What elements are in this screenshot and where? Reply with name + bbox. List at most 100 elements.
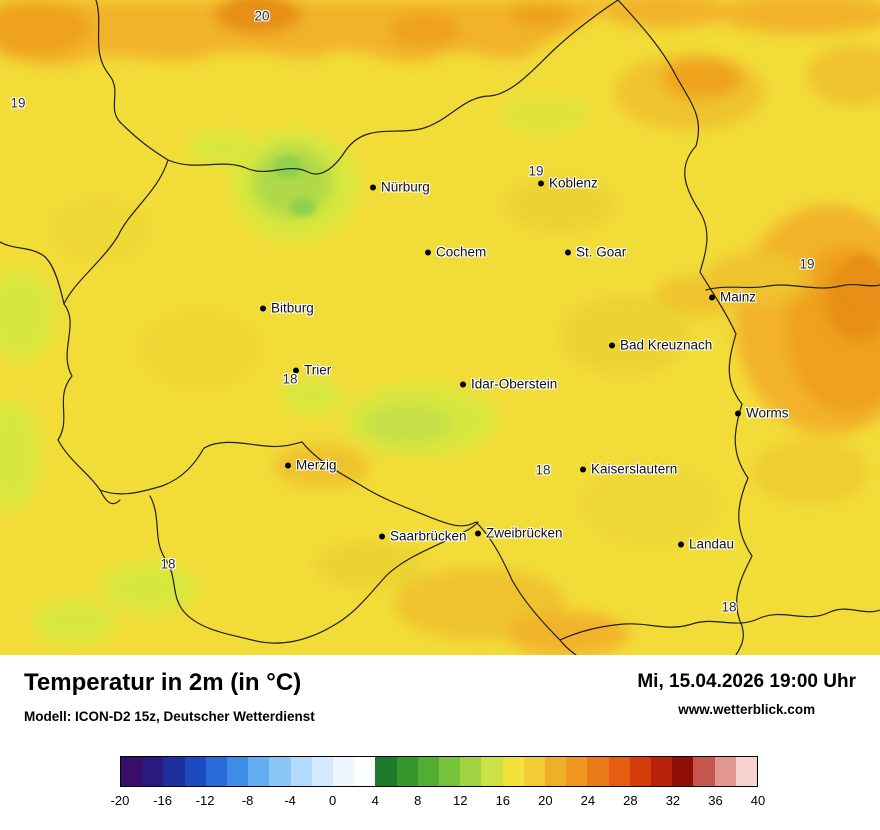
- city-dot: [678, 541, 684, 547]
- legend-ticks: -20 -16 -12 -8 -4 0 4 8 12 16 20 24 28 32 36 40: [111, 793, 766, 809]
- city-label: Merzig: [296, 457, 337, 473]
- datetime-label: Mi, 15.04.2026 19:00 Uhr: [637, 671, 856, 692]
- legend-color-cell: [311, 757, 334, 786]
- city-dot: [709, 294, 715, 300]
- temperature-accents: [230, 0, 880, 308]
- city-label: Worms: [746, 405, 789, 421]
- legend-tick-label: -20: [110, 793, 130, 808]
- footer: Temperatur in 2m (in °C) Modell: ICON-D2…: [0, 655, 880, 830]
- city-dot: [609, 342, 615, 348]
- legend-color-cell: [714, 757, 736, 786]
- legend-tick-label: 4: [371, 793, 379, 808]
- legend-color-cell: [545, 757, 567, 786]
- city-marker-merzig: Merzig: [285, 458, 337, 473]
- legend-color-cell: [269, 757, 291, 786]
- city-marker-koblenz: Koblenz: [538, 176, 598, 191]
- legend-color-cell: [375, 757, 397, 786]
- city-dot: [475, 530, 481, 536]
- legend-tick-label: 24: [580, 793, 596, 808]
- temperature-value-label: 20: [254, 8, 270, 24]
- city-dot: [379, 533, 385, 539]
- legend-color-cell: [290, 757, 312, 786]
- legend-color-cell: [205, 757, 228, 786]
- border-line-saar-south: [149, 495, 479, 644]
- city-label: Bitburg: [271, 300, 314, 316]
- legend-color-cell: [651, 757, 673, 786]
- legend-color-cell: [587, 757, 609, 786]
- legend-tick-label: 20: [538, 793, 553, 808]
- legend-color-cell: [354, 757, 376, 786]
- legend-color-cell: [184, 757, 206, 786]
- legend-color-cell: [417, 757, 440, 786]
- legend-tick-label: -8: [241, 793, 254, 808]
- legend-bar: [120, 756, 758, 787]
- legend-tick-label: 0: [329, 793, 337, 808]
- city-marker-idar-oberstein: Idar-Oberstein: [460, 377, 557, 392]
- legend-color-cell: [142, 757, 164, 786]
- city-label: Landau: [689, 536, 735, 552]
- temperature-value-label: 19: [528, 163, 544, 179]
- city-label: Saarbrücken: [390, 528, 467, 544]
- legend-color-cell: [672, 757, 694, 786]
- legend-color-cell: [481, 757, 503, 786]
- legend-tick-label: -16: [153, 793, 172, 808]
- legend-tick-label: 8: [414, 793, 422, 808]
- city-label: Bad Kreuznach: [620, 337, 713, 353]
- border-line-nw: [95, 0, 169, 161]
- map-area: Nürburg Koblenz Cochem St. Goar Bitburg Mainz…: [0, 0, 880, 655]
- legend-color-cell: [693, 757, 715, 786]
- website-label: www.wetterblick.com: [678, 702, 816, 717]
- city-dot: [260, 305, 266, 311]
- city-marker-saarbrücken: Saarbrücken: [379, 529, 467, 544]
- city-dot: [285, 462, 291, 468]
- city-marker-bad-kreuznach: Bad Kreuznach: [609, 338, 712, 353]
- datetime-block: Mi, 15.04.2026 19:00 Uhr www.wetterblick…: [637, 671, 856, 717]
- city-label: Koblenz: [549, 175, 598, 191]
- border-line-ne: [167, 0, 619, 175]
- city-label: Kaiserslautern: [591, 461, 678, 477]
- legend-tick-label: 12: [453, 793, 468, 808]
- city-label: Idar-Oberstein: [471, 376, 558, 392]
- city-marker-cochem: Cochem: [425, 245, 486, 260]
- city-dot: [425, 249, 431, 255]
- legend-tick-label: 40: [750, 793, 766, 808]
- model-info: Modell: ICON-D2 15z, Deutscher Wetterdie…: [24, 709, 315, 724]
- legend-color-cell: [396, 757, 418, 786]
- border-line-france-south: [559, 608, 880, 641]
- legend-tick-label: 32: [665, 793, 681, 808]
- city-marker-st-goar: St. Goar: [565, 245, 626, 260]
- city-marker-bitburg: Bitburg: [260, 301, 314, 316]
- legend-color-cell: [566, 757, 588, 786]
- city-dot: [293, 367, 299, 373]
- legend-tick-label: 36: [708, 793, 723, 808]
- city-dot: [538, 180, 544, 186]
- border-line-saar-north: [99, 441, 303, 495]
- legend-color-cell: [439, 757, 461, 786]
- border-lines: [0, 0, 880, 655]
- legend-color-cell: [248, 757, 270, 786]
- city-dot: [580, 466, 586, 472]
- legend-color-cell: [523, 757, 546, 786]
- city-label: Trier: [304, 362, 332, 378]
- temperature-value-label: 18: [535, 462, 551, 478]
- city-marker-kaiserslautern: Kaiserslautern: [580, 462, 677, 477]
- city-label: Mainz: [720, 289, 757, 305]
- city-marker-zweibrücken: Zweibrücken: [475, 526, 563, 541]
- legend-tick-label: -12: [195, 793, 215, 808]
- temperature-value-label: 18: [721, 599, 737, 615]
- border-line-west: [57, 159, 169, 505]
- city-label: Cochem: [436, 244, 487, 260]
- legend-color-cell: [460, 757, 482, 786]
- border-line-east: [617, 0, 753, 655]
- map-canvas: [0, 0, 880, 655]
- legend-color-cell: [502, 757, 524, 786]
- legend-color-cell: [121, 757, 143, 786]
- city-label: Nürburg: [381, 179, 430, 195]
- temperature-value-label: 18: [160, 556, 176, 572]
- city-marker-landau: Landau: [678, 537, 734, 552]
- city-dot: [370, 184, 376, 190]
- legend-tick-label: 28: [623, 793, 638, 808]
- city-marker-worms: Worms: [735, 406, 789, 421]
- city-dot: [735, 410, 741, 416]
